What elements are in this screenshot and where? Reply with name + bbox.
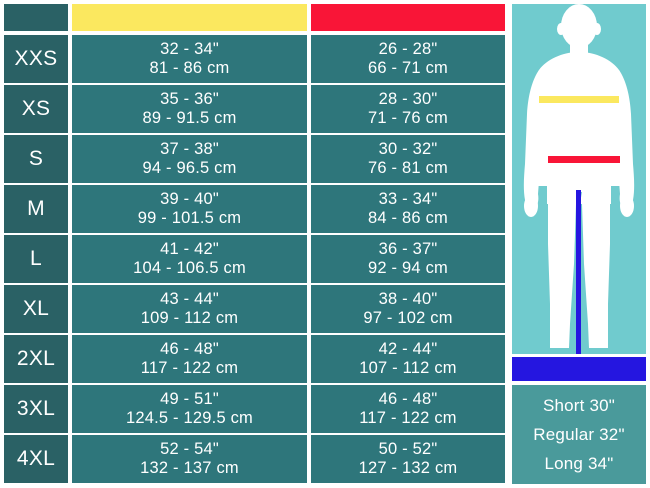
body-figure-panel [512,4,646,354]
header-chest-bar [72,4,307,31]
waist-inches: 26 - 28" [378,39,438,58]
header-waist-bar [311,4,505,31]
chest-cm: 81 - 86 cm [149,59,230,77]
size-label-cell: S [4,135,68,183]
figure-hand-right [620,195,634,217]
inseam-option-long: Long 34" [544,453,614,473]
waist-measure-line [548,156,620,163]
inseam-option-regular: Regular 32" [533,424,625,444]
size-label-cell: 3XL [4,385,68,433]
waist-cm: 97 - 102 cm [363,309,453,327]
size-label-cell: XXS [4,35,68,83]
size-label-cell: M [4,185,68,233]
chest-measure-cell: 35 - 36" 89 - 91.5 cm [72,85,307,133]
figure-arm-left [523,70,546,209]
waist-measure-cell: 50 - 52" 127 - 132 cm [311,435,505,483]
waist-cm: 127 - 132 cm [358,459,458,477]
waist-inches: 28 - 30" [378,89,438,108]
waist-measure-cell: 28 - 30" 71 - 76 cm [311,85,505,133]
size-label-cell: 2XL [4,335,68,383]
waist-inches: 42 - 44" [378,339,438,358]
size-label-cell: XL [4,285,68,333]
chest-inches: 35 - 36" [160,89,219,108]
chest-measure-cell: 41 - 42" 104 - 106.5 cm [72,235,307,283]
chest-inches: 49 - 51" [160,389,219,408]
waist-cm: 84 - 86 cm [368,209,448,227]
waist-cm: 92 - 94 cm [368,259,448,277]
chest-cm: 104 - 106.5 cm [133,259,246,277]
waist-measure-cell: 36 - 37" 92 - 94 cm [311,235,505,283]
chest-measure-cell: 46 - 48" 117 - 122 cm [72,335,307,383]
waist-measure-cell: 30 - 32" 76 - 81 cm [311,135,505,183]
chest-cm: 124.5 - 129.5 cm [125,409,254,427]
chest-measure-cell: 52 - 54" 132 - 137 cm [72,435,307,483]
chest-inches: 39 - 40" [160,189,219,208]
chest-inches: 41 - 42" [160,239,219,258]
figure-hand-left [524,195,538,217]
figure-leg-left [548,174,576,348]
chest-cm: 132 - 137 cm [140,459,239,477]
waist-inches: 50 - 52" [378,439,438,458]
waist-measure-cell: 42 - 44" 107 - 112 cm [311,335,505,383]
chest-cm: 94 - 96.5 cm [142,159,237,177]
chest-inches: 52 - 54" [160,439,219,458]
inseam-option-short: Short 30" [542,395,616,415]
header-size-blank [4,4,68,31]
chest-inches: 32 - 34" [160,39,219,58]
figure-leg-right [582,174,610,348]
waist-inches: 33 - 34" [378,189,438,208]
inseam-measure-line [576,190,581,354]
chest-cm: 109 - 112 cm [140,309,239,327]
size-label-cell: L [4,235,68,283]
chest-measure-line [539,96,619,103]
waist-cm: 71 - 76 cm [368,109,448,127]
chest-inches: 43 - 44" [160,289,219,308]
body-figure-svg [523,4,635,354]
chest-measure-cell: 49 - 51" 124.5 - 129.5 cm [72,385,307,433]
chest-cm: 99 - 101.5 cm [137,209,242,227]
chest-measure-cell: 43 - 44" 109 - 112 cm [72,285,307,333]
inseam-color-bar [512,357,646,381]
size-label-cell: 4XL [4,435,68,483]
figure-ear-left [557,23,565,35]
waist-inches: 30 - 32" [378,139,438,158]
waist-inches: 36 - 37" [378,239,438,258]
chest-measure-cell: 39 - 40" 99 - 101.5 cm [72,185,307,233]
inseam-options-panel: Short 30" Regular 32" Long 34" [512,385,646,484]
waist-measure-cell: 46 - 48" 117 - 122 cm [311,385,505,433]
waist-measure-cell: 26 - 28" 66 - 71 cm [311,35,505,83]
waist-cm: 76 - 81 cm [368,159,448,177]
chest-measure-cell: 32 - 34" 81 - 86 cm [72,35,307,83]
waist-inches: 38 - 40" [378,289,438,308]
waist-cm: 117 - 122 cm [359,409,457,427]
size-label-cell: XS [4,85,68,133]
figure-ear-right [593,23,601,35]
chest-cm: 117 - 122 cm [140,359,239,377]
waist-cm: 66 - 71 cm [368,59,448,77]
figure-head [561,4,597,48]
chest-inches: 37 - 38" [160,139,219,158]
chest-measure-cell: 37 - 38" 94 - 96.5 cm [72,135,307,183]
chest-inches: 46 - 48" [160,339,219,358]
chest-cm: 89 - 91.5 cm [142,109,237,127]
waist-cm: 107 - 112 cm [359,359,457,377]
figure-arm-right [612,70,635,209]
waist-measure-cell: 38 - 40" 97 - 102 cm [311,285,505,333]
waist-measure-cell: 33 - 34" 84 - 86 cm [311,185,505,233]
waist-inches: 46 - 48" [378,389,438,408]
